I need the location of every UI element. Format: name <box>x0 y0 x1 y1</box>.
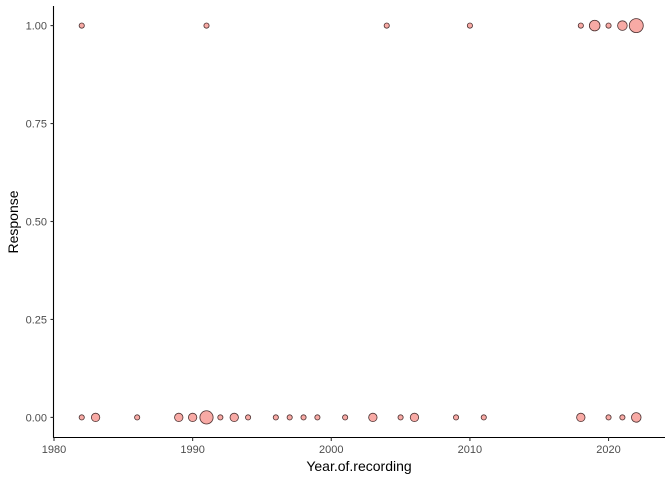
data-point <box>229 412 239 423</box>
data-point <box>342 414 349 421</box>
data-point <box>576 412 586 423</box>
y-axis-ticks: 0.00 0.25 0.50 0.75 1.00 <box>26 21 54 424</box>
y-tick-label: 0.25 <box>26 314 47 326</box>
data-point <box>78 414 85 421</box>
x-tick-label: 1980 <box>42 444 66 456</box>
x-tick-label: 2000 <box>319 444 343 456</box>
data-point <box>617 20 628 31</box>
data-point <box>628 18 644 33</box>
data-point <box>466 22 473 29</box>
data-point <box>368 412 378 423</box>
data-point <box>188 412 198 423</box>
data-point <box>78 22 85 29</box>
data-point <box>383 22 390 29</box>
data-point <box>453 414 460 421</box>
data-point <box>480 414 487 421</box>
data-point <box>134 414 141 421</box>
data-point <box>174 412 184 423</box>
x-tick-label: 1990 <box>180 444 204 456</box>
data-point <box>217 414 224 421</box>
data-point <box>314 414 321 421</box>
data-point <box>631 412 642 423</box>
data-point <box>245 414 252 421</box>
y-tick-label: 1.00 <box>26 21 47 33</box>
data-point <box>199 410 214 425</box>
data-point <box>397 414 404 421</box>
x-axis-ticks: 1980 1990 2000 2010 2020 <box>42 437 621 456</box>
data-point <box>286 414 293 421</box>
data-point <box>203 22 210 29</box>
data-point <box>90 412 101 423</box>
y-tick-label: 0.00 <box>26 412 47 424</box>
data-point <box>605 22 612 29</box>
data-point <box>300 414 307 421</box>
data-points <box>78 18 644 425</box>
x-axis-title: Year.of.recording <box>306 458 411 474</box>
x-tick-label: 2020 <box>596 444 620 456</box>
data-point <box>619 414 626 421</box>
y-axis-title: Response <box>5 190 21 253</box>
y-tick-label: 0.50 <box>26 217 47 229</box>
data-point <box>605 414 612 421</box>
data-point <box>588 19 601 32</box>
data-point <box>272 414 279 421</box>
data-point <box>577 22 584 29</box>
y-tick-label: 0.75 <box>26 119 47 131</box>
x-tick-label: 2010 <box>458 444 482 456</box>
data-point <box>409 412 420 423</box>
